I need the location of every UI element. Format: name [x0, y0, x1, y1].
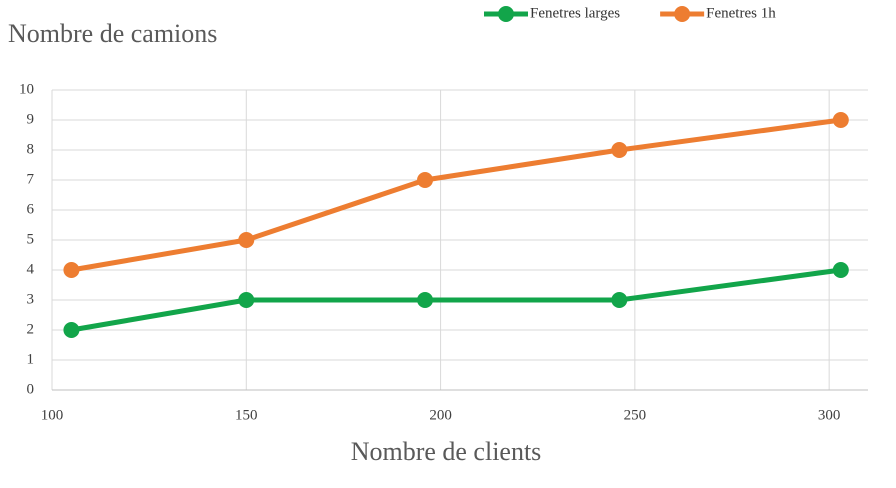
y-tick-label: 3 — [27, 291, 35, 307]
x-tick-label: 150 — [235, 407, 258, 423]
point — [63, 322, 80, 338]
point — [238, 292, 255, 308]
x-tick-label: 250 — [624, 407, 647, 423]
series-line — [71, 117, 842, 273]
y-tick-label: 0 — [27, 381, 35, 397]
x-axis-title: Nombre de clients — [351, 437, 542, 466]
x-tick-label: 100 — [41, 407, 64, 423]
point — [417, 172, 434, 188]
y-tick-label: 1 — [27, 351, 35, 367]
legend-label: Fenetres 1h — [706, 5, 776, 21]
y-tick-label: 5 — [27, 231, 35, 247]
point — [611, 142, 628, 158]
y-tick-label: 7 — [27, 171, 35, 187]
legend-label: Fenetres larges — [530, 5, 620, 21]
legend-marker — [674, 6, 691, 22]
y-axis-title: Nombre de camions — [8, 19, 217, 48]
x-tick-label: 300 — [818, 407, 841, 423]
legend-marker — [498, 6, 514, 22]
y-tick-label: 10 — [19, 81, 34, 97]
point — [417, 292, 434, 308]
point — [832, 262, 849, 278]
y-tick-label: 2 — [27, 321, 35, 337]
y-tick-label: 6 — [27, 201, 35, 217]
point — [63, 262, 80, 278]
y-tick-label: 9 — [27, 111, 35, 127]
x-tick-label: 200 — [429, 407, 452, 423]
y-tick-label: 4 — [27, 261, 35, 277]
point — [238, 232, 255, 248]
point — [611, 292, 628, 308]
y-tick-label: 8 — [27, 141, 35, 157]
point — [832, 112, 849, 128]
